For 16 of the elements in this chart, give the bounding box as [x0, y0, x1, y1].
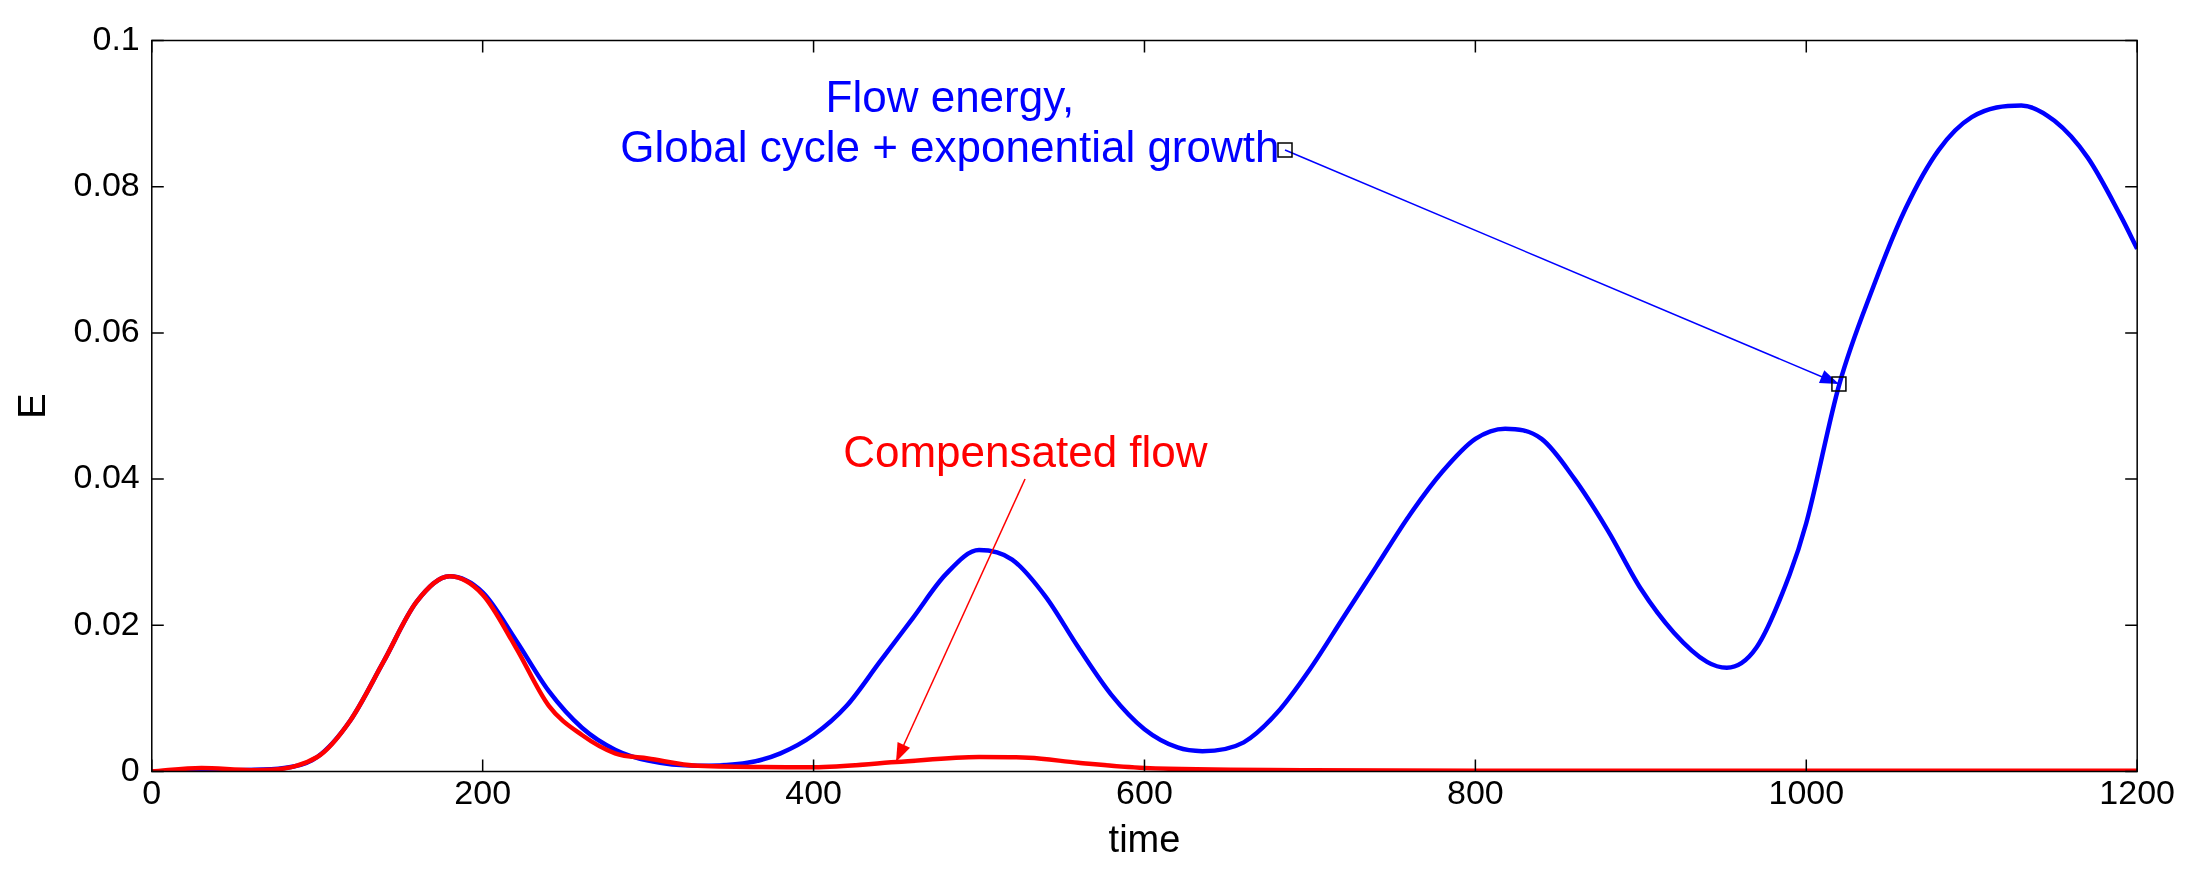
x-tick-label: 600 [1116, 773, 1173, 812]
x-tick-label: 200 [454, 773, 512, 812]
annotation: Flow energy, Global cycle + exponential growth [620, 72, 1280, 172]
annotation: Compensated flow [843, 427, 1208, 477]
x-tick-label: 800 [1447, 773, 1504, 812]
y-axis-title: E [11, 393, 54, 419]
x-tick-label: 1200 [2099, 773, 2175, 812]
y-tick-label: 0 [120, 749, 140, 788]
x-tick-label: 1000 [1768, 773, 1845, 812]
y-tick-label: 0.02 [73, 603, 140, 642]
y-tick-label: 0.08 [73, 165, 140, 204]
y-tick-label: 0.1 [92, 18, 140, 57]
y-tick-label: 0.06 [73, 311, 140, 350]
x-axis-title: time [1108, 817, 1181, 860]
y-tick-label: 0.04 [73, 457, 140, 496]
x-tick-label: 400 [785, 773, 842, 812]
